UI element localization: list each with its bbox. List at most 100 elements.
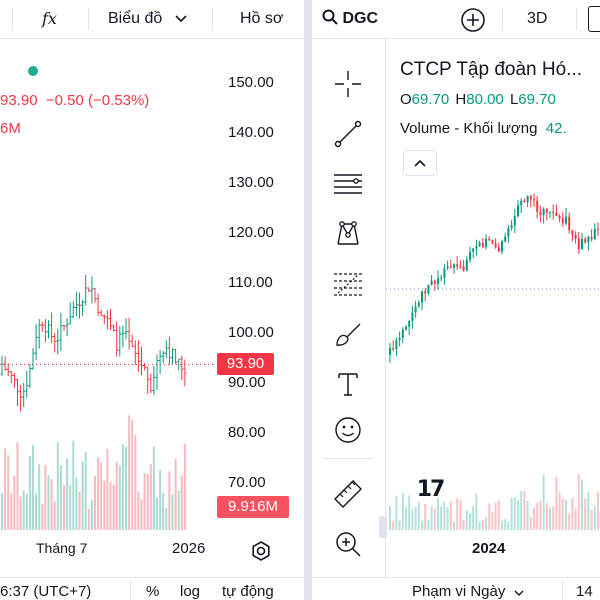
brush-icon[interactable] xyxy=(328,314,368,354)
candle xyxy=(517,199,519,218)
candle xyxy=(526,195,529,208)
ohlc-bar xyxy=(47,320,50,339)
candle xyxy=(469,246,471,263)
ohlc-bar xyxy=(164,340,168,359)
candle xyxy=(491,239,494,245)
market-status-dot xyxy=(28,66,38,76)
trend-line-icon[interactable] xyxy=(328,114,368,154)
volume-bar xyxy=(568,513,571,530)
volume-bar xyxy=(66,458,69,530)
horizontal-lines-icon[interactable] xyxy=(328,164,368,204)
candle xyxy=(536,195,539,219)
percent-toggle[interactable]: % xyxy=(146,578,159,600)
candle xyxy=(545,207,548,221)
ohlc-bar xyxy=(68,302,72,325)
volume-bar xyxy=(494,502,497,530)
pane-divider[interactable] xyxy=(304,0,312,600)
ohlc-bar xyxy=(121,325,125,348)
toolbar-separator xyxy=(576,8,577,30)
right-price-chart[interactable] xyxy=(386,180,600,530)
ohlc-bar xyxy=(25,370,29,398)
time-label-year: 2026 xyxy=(172,540,205,557)
timezone-button[interactable]: 6:37 (UTC+7) xyxy=(0,578,91,600)
ohlc-bar xyxy=(43,319,47,343)
candle xyxy=(427,284,430,296)
date-range-dropdown[interactable]: Phạm vi Ngày xyxy=(412,578,524,600)
profile-button[interactable]: Hồ sơ xyxy=(240,0,283,38)
right-chart-pane[interactable]: DGC 3D CTCP Tập đoàn Hó... O69.70 H80.00… xyxy=(312,0,600,600)
candle xyxy=(405,325,407,331)
volume-bar xyxy=(22,490,25,530)
chart-type-dropdown[interactable]: Biểu đồ xyxy=(108,0,187,38)
volume-bar xyxy=(103,480,106,530)
pattern-icon[interactable] xyxy=(328,214,368,254)
crosshair-icon[interactable] xyxy=(328,64,368,104)
log-toggle[interactable]: log xyxy=(180,578,200,600)
auto-scale-toggle[interactable]: tự động xyxy=(222,578,274,600)
3d-button[interactable]: 3D xyxy=(527,0,547,38)
ruler-icon[interactable] xyxy=(328,474,368,514)
symbol-title[interactable]: CTCP Tập đoàn Hó... xyxy=(400,59,582,81)
volume-bar xyxy=(112,484,115,530)
ohlc-bar xyxy=(59,312,63,352)
zoom-in-icon[interactable] xyxy=(328,524,368,564)
ohlc-bar xyxy=(152,366,156,396)
ohlc-bar xyxy=(65,318,69,337)
volume-bar xyxy=(10,493,13,530)
candle xyxy=(597,222,599,237)
volume-bar xyxy=(472,506,475,530)
candle xyxy=(417,299,420,309)
settings-gear-icon[interactable] xyxy=(250,540,272,567)
volume-badge-text: 9.916M xyxy=(227,498,279,515)
volume-bar xyxy=(517,500,519,530)
layout-icon[interactable] xyxy=(588,6,600,32)
volume-bar xyxy=(513,497,516,530)
left-chart-pane[interactable]: fx Biểu đồ Hồ sơ 93.90 −0.50 (−0.53%) 6M… xyxy=(0,0,304,600)
candle xyxy=(437,270,439,290)
volume-bar xyxy=(44,464,47,530)
price-axis-label: 70.00 xyxy=(228,474,266,491)
candle xyxy=(462,259,465,272)
volume-bar xyxy=(183,443,186,530)
volume-badge: 9.916M xyxy=(217,496,289,518)
left-price-chart[interactable] xyxy=(0,40,216,540)
volume-bar xyxy=(427,519,430,530)
candle xyxy=(552,204,555,220)
collapse-toolbar-handle[interactable] xyxy=(379,516,387,538)
candle xyxy=(465,256,468,272)
volume-bar xyxy=(549,507,551,530)
ohlc-bar xyxy=(183,359,187,387)
volume-bar xyxy=(510,497,513,530)
toolbar-separator xyxy=(12,8,13,30)
bottom-extra[interactable]: 14 xyxy=(576,578,593,600)
high-value: 80.00 xyxy=(466,91,504,108)
ohlc-bar xyxy=(74,291,78,317)
candle xyxy=(481,237,484,249)
volume-bar xyxy=(28,455,31,530)
candle xyxy=(433,279,436,291)
candle xyxy=(539,205,542,223)
symbol-search[interactable]: DGC xyxy=(322,0,378,38)
candle xyxy=(392,340,395,352)
candle xyxy=(513,208,516,234)
volume-bar xyxy=(47,475,50,530)
ohlc-bar xyxy=(174,349,178,364)
compare-add-button[interactable] xyxy=(460,7,486,38)
candle xyxy=(414,300,417,318)
chevron-down-icon xyxy=(175,15,187,23)
ohlc-bar xyxy=(3,356,7,371)
volume-bar xyxy=(481,519,484,530)
time-label-month: Tháng 7 xyxy=(36,540,87,556)
emoji-icon[interactable] xyxy=(328,410,368,450)
fib-icon[interactable] xyxy=(328,264,368,304)
3d-text: 3D xyxy=(527,10,548,27)
candle xyxy=(395,337,398,357)
collapse-legend-button[interactable] xyxy=(403,150,437,176)
candle xyxy=(401,327,404,344)
volume-bar xyxy=(125,447,127,530)
volume-bar xyxy=(539,500,542,530)
text-tool-icon[interactable] xyxy=(328,364,368,404)
candle xyxy=(523,198,526,203)
tradingview-logo[interactable]: 17 xyxy=(412,474,448,504)
indicators-button[interactable]: fx xyxy=(42,0,57,38)
